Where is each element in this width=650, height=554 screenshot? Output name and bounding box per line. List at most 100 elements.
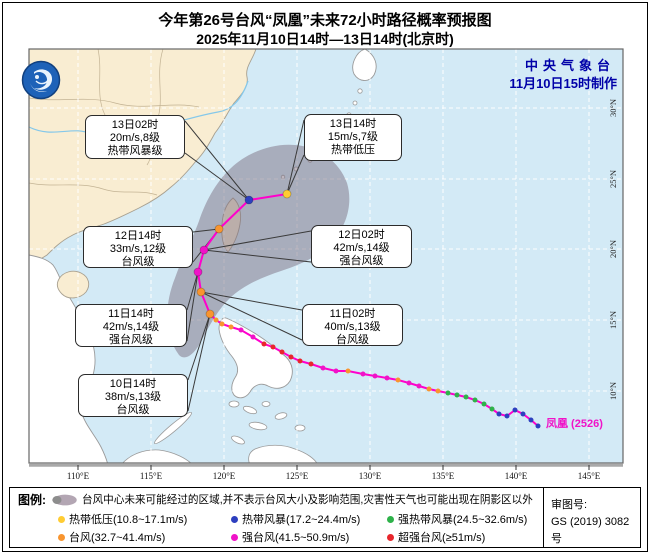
observed-point: [512, 407, 518, 413]
forecast-point: [199, 245, 209, 255]
indochina-land: [29, 254, 108, 463]
legend-item-label: 强台风(41.5~50.9m/s): [242, 532, 350, 544]
lon-tick-label: 130°E: [359, 471, 382, 481]
observed-point: [279, 349, 285, 355]
philippine-islands: [122, 400, 318, 463]
forecast-callout: 12日02时 42m/s,14级 强台风级: [311, 225, 412, 268]
lon-tick-label: 120°E: [213, 471, 236, 481]
lon-tick-label: 110°E: [67, 471, 90, 481]
forecast-point: [193, 267, 203, 277]
observed-point: [360, 371, 366, 377]
forecast-point: [214, 224, 224, 234]
legend: 图例: 台风中心未来可能经过的区域,并不表示台风大小及影响范围,灾害性天气也可能…: [9, 487, 641, 548]
callout-intensity: 33m/s,12级: [109, 242, 167, 255]
map-frame: [28, 48, 624, 464]
callout-category: 台风级: [336, 333, 369, 346]
callout-time: 13日14时: [329, 118, 377, 130]
leader-line: [187, 313, 211, 412]
leader-line: [187, 313, 211, 381]
axis-labels: 110°E 115°E 120°E 125°E 130°E 135°E 140°E 145°E…: [67, 99, 618, 481]
cma-logo: [21, 60, 61, 100]
forecast-callout: 11日14时 42m/s,14级 强台风级: [75, 304, 187, 347]
observed-point: [406, 380, 412, 386]
leader-line: [286, 119, 305, 195]
callout-time: 11日14时: [108, 308, 154, 320]
callout-time: 12日02时: [338, 229, 385, 241]
lat-tick-label: 15°N: [608, 311, 618, 329]
forecast-point: [205, 309, 215, 319]
page-subtitle: 2025年11月10日14时—13日14时(北京时): [196, 31, 454, 47]
forecast-callout: 10日14时 38m/s,13级 台风级: [78, 374, 188, 417]
lat-tick-label: 30°N: [608, 99, 618, 117]
observed-point: [308, 361, 314, 367]
lon-tick-label: 145°E: [578, 471, 601, 481]
forecast-callout: 13日02时 20m/s,8级 热带风暴级: [85, 115, 185, 159]
lon-tick-label: 115°E: [140, 471, 163, 481]
lat-tick-label: 10°N: [608, 382, 618, 400]
callout-category: 热带低压: [331, 143, 375, 156]
leader-line: [203, 249, 312, 263]
lon-tick-label: 140°E: [505, 471, 528, 481]
leader-line: [203, 230, 312, 251]
observed-point: [213, 317, 219, 323]
observed-point: [372, 373, 378, 379]
callout-category: 强台风级: [339, 254, 384, 267]
lat-tick-label: 25°N: [608, 170, 618, 188]
observed-point: [333, 368, 339, 374]
approval-label: 审图号:: [551, 499, 588, 511]
observed-point: [504, 413, 510, 419]
leader-line: [192, 228, 220, 233]
observed-point: [320, 365, 326, 371]
legend-color-dot: [231, 515, 238, 523]
legend-item: 强台风(41.5~50.9m/s): [231, 529, 387, 545]
probability-area-icon: [52, 494, 77, 505]
callout-intensity: 20m/s,8级: [109, 131, 161, 144]
legend-item-label: 强热带风暴(24.5~32.6m/s): [398, 514, 528, 526]
legend-item: 热带低压(10.8~17.1m/s): [58, 511, 231, 527]
legend-color-dot: [387, 533, 394, 541]
observed-point: [219, 321, 225, 327]
observed-point: [535, 423, 541, 429]
forecast-callout: 12日14时 33m/s,12级 台风级: [83, 226, 193, 268]
legend-color-dot: [58, 515, 65, 523]
observed-point: [489, 406, 495, 412]
legend-main: 图例: 台风中心未来可能经过的区域,并不表示台风大小及影响范围,灾害性天气也可能…: [10, 488, 543, 547]
leader-line: [184, 120, 250, 201]
leader-line: [186, 271, 199, 342]
callout-category: 台风级: [116, 403, 150, 416]
observed-point: [472, 397, 478, 403]
legend-title: 图例:: [18, 493, 46, 507]
callout-intensity: 15m/s,7级: [327, 130, 379, 143]
map-approval: 审图号: GS (2019) 3082号: [543, 488, 640, 547]
callout-category: 台风级: [121, 255, 155, 268]
callout-time: 12日14时: [114, 230, 162, 242]
observed-point: [435, 388, 441, 394]
agency-name: 中央气象台: [524, 58, 615, 73]
legend-item-label: 热带风暴(17.2~24.4m/s): [242, 514, 361, 526]
observed-point: [270, 344, 276, 350]
observed-point: [481, 401, 487, 407]
observed-point: [384, 375, 390, 381]
forecast-callout: 11日02时 40m/s,13级 台风级: [302, 304, 403, 346]
leader-line: [286, 154, 305, 195]
legend-color-dot: [58, 533, 65, 541]
observed-point: [416, 383, 422, 389]
hainan-island: [56, 270, 90, 299]
legend-description: 台风中心未来可能经过的区域,并不表示台风大小及影响范围,灾害性天气也可能出现在阴…: [82, 494, 533, 506]
legend-color-dot: [231, 533, 238, 541]
observed-point: [520, 411, 526, 417]
legend-item-label: 热带低压(10.8~17.1m/s): [69, 514, 188, 526]
callout-time: 11日02时: [329, 308, 376, 320]
callout-category: 热带风暴级: [107, 144, 163, 157]
observed-point: [528, 417, 534, 423]
callout-time: 13日02时: [111, 119, 159, 131]
callout-intensity: 42m/s,14级: [102, 320, 160, 333]
observed-point: [345, 368, 351, 374]
typhoon-track: [193, 189, 541, 429]
callout-intensity: 42m/s,14级: [333, 241, 390, 254]
callout-intensity: 38m/s,13级: [104, 390, 162, 403]
observed-point: [463, 394, 469, 400]
lon-tick-label: 125°E: [286, 471, 309, 481]
probability-area: [167, 144, 350, 358]
lat-tick-label: 20°N: [608, 240, 618, 258]
